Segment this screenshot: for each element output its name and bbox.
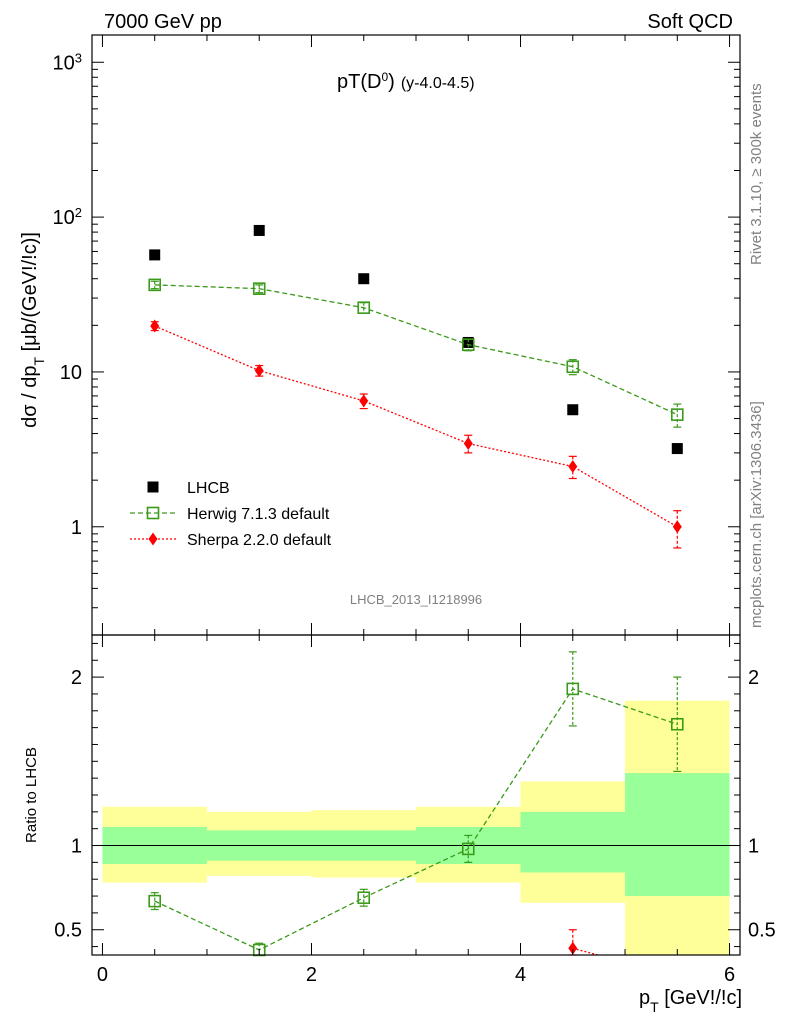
main-series-3-point — [150, 319, 160, 333]
main-series-1-point — [462, 336, 474, 348]
axes: 0 2 4 6 1 10 102 103 0.5 0.5 1 1 2 2 — [53, 34, 776, 986]
x-tick-label: 4 — [515, 964, 526, 986]
ratio-ylabel: Ratio to LHCB — [23, 747, 40, 843]
ratio-series-1-point — [670, 717, 684, 731]
legend: LHCB Herwig 7.1.3 default Sherpa 2.2.0 def… — [130, 480, 332, 549]
x-tick-label: 0 — [97, 964, 108, 986]
legend-label: LHCB — [187, 480, 230, 497]
main-series-1-point — [149, 249, 161, 261]
rivet-label: Rivet 3.1.10, ≥ 300k events — [748, 83, 765, 265]
ratio-y-tick-label: 2 — [71, 667, 82, 689]
header-left-label: 7000 GeV pp — [104, 11, 222, 33]
analysis-watermark: LHCB_2013_I1218996 — [350, 592, 482, 607]
main-series-2-point — [670, 408, 684, 421]
legend-marker — [148, 532, 158, 546]
legend-label: Herwig 7.1.3 default — [187, 506, 330, 523]
ratio-panel-marks — [148, 651, 684, 957]
main-series-3-point — [254, 364, 264, 378]
main-series-1-point — [671, 443, 683, 455]
legend-marker — [147, 481, 159, 493]
main-y-tick-label: 10 — [60, 362, 82, 384]
main-y-tick-label: 1 — [71, 517, 82, 539]
ratio-series-2-point — [568, 941, 578, 955]
x-tick-label: 2 — [306, 964, 317, 986]
main-series-2-point — [357, 301, 371, 314]
inner-band-bin — [520, 811, 626, 873]
main-series-3-point — [568, 460, 578, 474]
ratio-series-1-line — [154, 688, 678, 951]
ratio-series-2-line — [572, 947, 601, 955]
main-series-2-point — [252, 282, 266, 295]
ratio-series-1-point — [566, 682, 580, 696]
main-series-3-point — [672, 520, 682, 534]
main-series-2-line — [154, 284, 678, 416]
ratio-series-1-point — [461, 842, 475, 856]
main-series-1-point — [253, 224, 265, 236]
x-tick-label: 6 — [724, 964, 735, 986]
ratio-y-tick-label-right: 2 — [748, 667, 759, 689]
inner-band-bin — [625, 773, 730, 897]
main-panel-marks — [148, 224, 684, 549]
ratio-y-tick-label: 1 — [71, 836, 82, 858]
header-right-label: Soft QCD — [647, 11, 733, 33]
main-series-3-line — [154, 325, 678, 528]
main-series-2-point — [461, 338, 475, 351]
ratio-y-tick-label-right: 0.5 — [748, 920, 776, 942]
mcplots-label: mcplots.cern.ch [arXiv:1306.3436] — [748, 401, 765, 628]
ratio-series-1-point — [357, 891, 371, 905]
main-series-1-point — [358, 273, 370, 285]
main-series-1-point — [567, 404, 579, 416]
ratio-y-tick-label-right: 1 — [748, 836, 759, 858]
main-ylabel: dσ / dpT [μb/(GeV!/!c)] — [19, 232, 47, 428]
main-plot-title: pT(D0) (y-4.0-4.5) — [337, 70, 475, 93]
legend-label: Sherpa 2.2.0 default — [187, 532, 332, 549]
ratio-y-tick-label: 0.5 — [54, 920, 82, 942]
ratio-xlabel: pT [GeV!/!c] — [639, 987, 742, 1015]
legend-marker — [146, 506, 160, 520]
ratio-uncertainty-bands — [92, 700, 740, 955]
ratio-series-1-point — [148, 894, 162, 908]
main-series-3-point — [463, 437, 473, 451]
main-series-2-point — [148, 278, 162, 292]
main-y-tick-label: 102 — [53, 205, 82, 230]
main-series-2-point — [566, 360, 580, 374]
main-series-3-point — [359, 394, 369, 408]
main-y-tick-label: 103 — [53, 50, 82, 75]
